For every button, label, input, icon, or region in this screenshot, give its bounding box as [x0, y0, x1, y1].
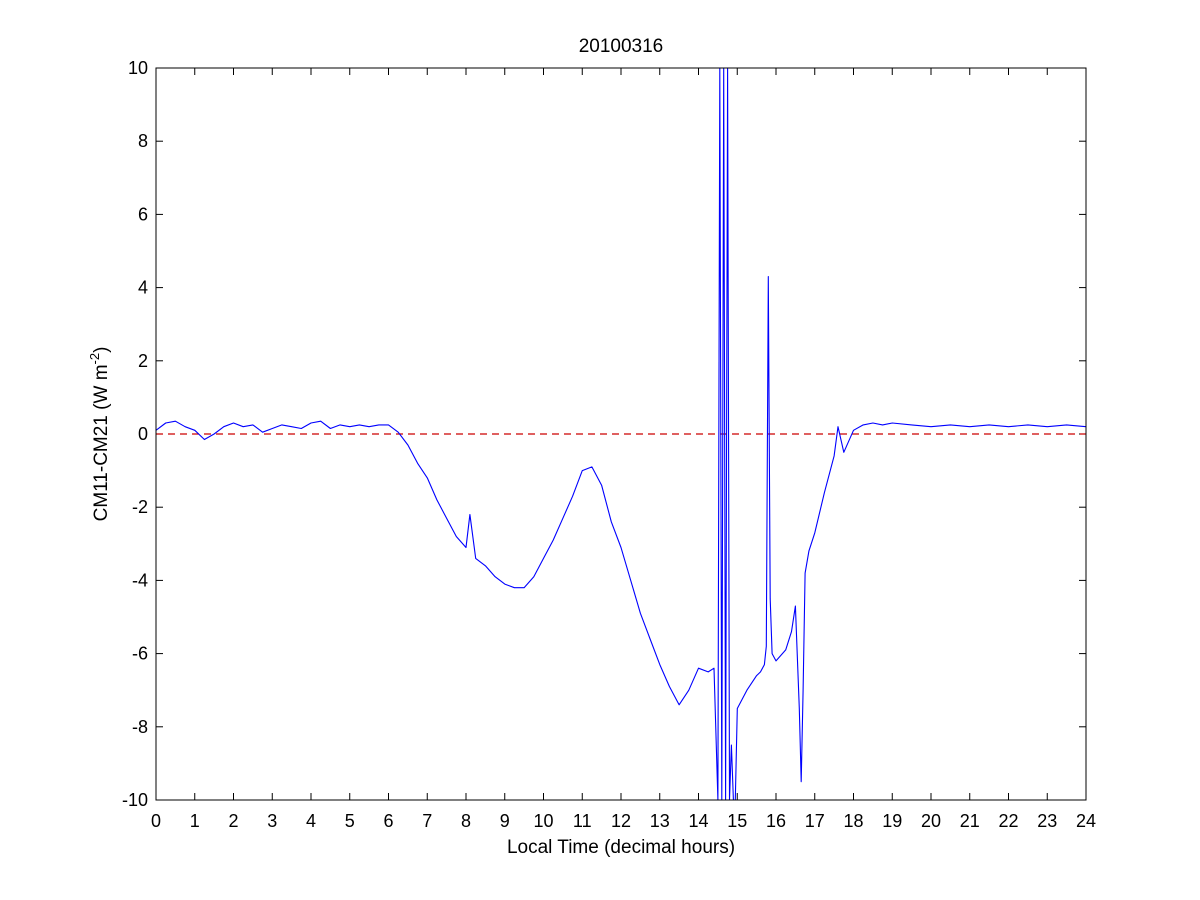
y-tick-label: 4: [138, 278, 148, 298]
x-tick-label: 11: [573, 811, 592, 831]
x-tick-label: 9: [500, 811, 510, 831]
y-axis-label: CM11-CM21 (W m-2): [87, 347, 112, 522]
x-axis-label: Local Time (decimal hours): [507, 837, 735, 858]
x-tick-label: 8: [461, 811, 471, 831]
x-tick-label: 21: [960, 811, 980, 831]
x-tick-labels: 0 1 2 3 4 5 6 7 8 9 10 11 12 13 14 15 16 17 18 19 20 21 22 23 24: [151, 811, 1096, 831]
y-tick-label: -4: [132, 570, 148, 590]
y-tick-label: -10: [122, 790, 148, 810]
x-tick-label: 16: [766, 811, 786, 831]
x-tick-label: 22: [998, 811, 1018, 831]
x-tick-label: 15: [727, 811, 747, 831]
y-axis-label-suffix: ): [91, 347, 112, 353]
x-tick-label: 1: [190, 811, 200, 831]
series-layer: [155, 67, 1087, 801]
chart-title: 20100316: [579, 36, 664, 57]
x-tick-label: 10: [533, 811, 553, 831]
x-tick-label: 17: [805, 811, 825, 831]
y-tick-label: -8: [132, 717, 148, 737]
x-tick-label: 24: [1076, 811, 1096, 831]
y-tick-label: 10: [128, 58, 148, 78]
y-tick-label: 8: [138, 131, 148, 151]
y-tick-label: -6: [132, 644, 148, 664]
x-tick-label: 19: [882, 811, 902, 831]
y-tick-label: 2: [138, 351, 148, 371]
x-tick-label: 6: [383, 811, 393, 831]
y-tick-label: -2: [132, 497, 148, 517]
x-tick-label: 7: [422, 811, 432, 831]
x-tick-label: 5: [345, 811, 355, 831]
x-tick-label: 18: [843, 811, 863, 831]
y-axis-label-superscript: -2: [87, 353, 102, 365]
x-tick-label: 2: [228, 811, 238, 831]
plot-frame: [155, 67, 1087, 801]
y-tick-labels: -10 -8 -6 -4 -2 0 2 4 6 8 10: [122, 58, 148, 810]
x-tick-label: 23: [1037, 811, 1057, 831]
x-tick-label: 12: [611, 811, 631, 831]
series-line: [155, 67, 1087, 801]
x-tick-label: 14: [688, 811, 708, 831]
y-tick-label: 0: [138, 424, 148, 444]
x-tick-label: 0: [151, 811, 161, 831]
plot-area: [156, 68, 1086, 800]
x-tick-label: 20: [921, 811, 941, 831]
x-tick-label: 4: [306, 811, 316, 831]
x-tick-label: 3: [267, 811, 277, 831]
y-tick-label: 6: [138, 204, 148, 224]
y-axis-label-prefix: CM11-CM21 (W m: [91, 364, 112, 521]
x-tick-label: 13: [650, 811, 670, 831]
